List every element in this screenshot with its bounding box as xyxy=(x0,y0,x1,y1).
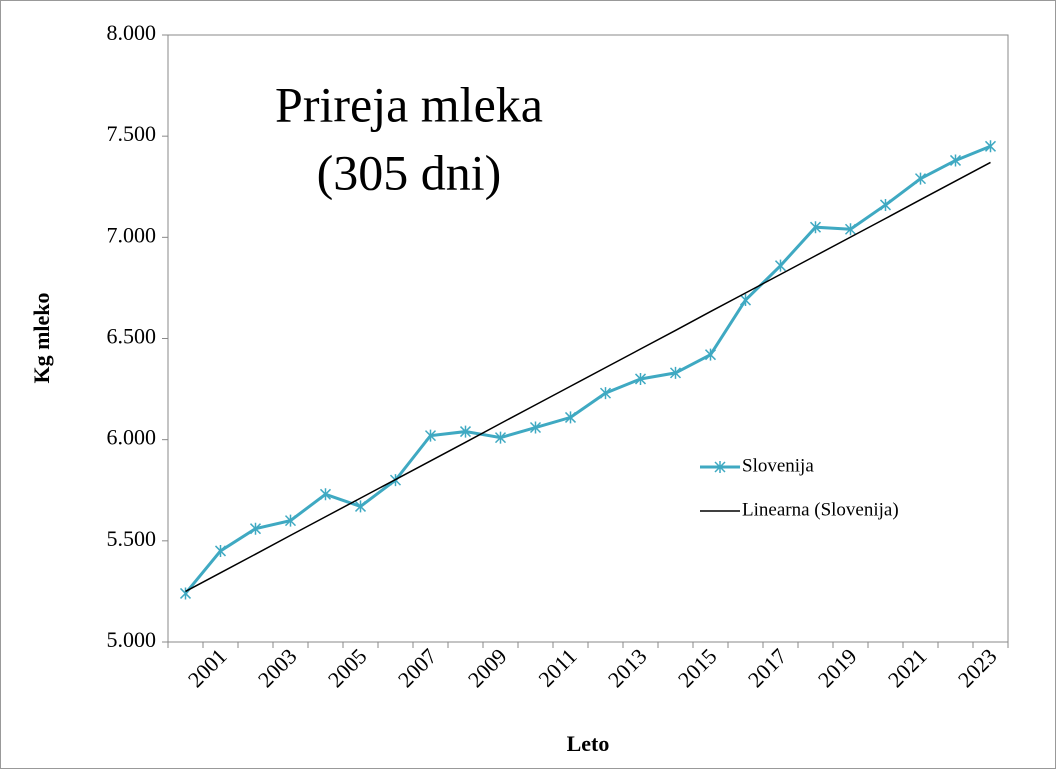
marker-shape xyxy=(634,372,647,385)
marker-shape xyxy=(354,500,367,513)
y-tick-label: 5.500 xyxy=(107,526,157,551)
marker-shape xyxy=(599,387,612,400)
data-point xyxy=(774,259,787,272)
marker-shape xyxy=(949,154,962,167)
marker-shape xyxy=(249,522,262,535)
legend-label: Slovenija xyxy=(742,455,814,476)
data-point xyxy=(949,154,962,167)
data-point xyxy=(704,348,717,361)
data-point xyxy=(459,425,472,438)
data-point xyxy=(809,221,822,234)
marker-shape xyxy=(424,429,437,442)
marker-shape xyxy=(984,140,997,153)
marker-shape xyxy=(459,425,472,438)
y-tick-label: 5.000 xyxy=(107,627,157,652)
data-point xyxy=(669,366,682,379)
data-point xyxy=(844,223,857,236)
legend-label: Linearna (Slovenija) xyxy=(742,499,899,520)
y-tick-label: 7.500 xyxy=(107,121,157,146)
data-point xyxy=(879,198,892,211)
data-point xyxy=(984,140,997,153)
chart-title: (305 dni) xyxy=(317,144,502,200)
series-line xyxy=(185,161,991,593)
data-point xyxy=(494,431,507,444)
data-point xyxy=(564,411,577,424)
data-point xyxy=(319,488,332,501)
data-point xyxy=(354,500,367,513)
data-point xyxy=(914,172,927,185)
marker-shape xyxy=(739,294,752,307)
marker-shape xyxy=(879,198,892,211)
y-tick-label: 7.000 xyxy=(107,222,157,247)
marker-shape xyxy=(214,544,227,557)
data-point xyxy=(214,544,227,557)
marker-shape xyxy=(669,366,682,379)
marker-shape xyxy=(914,172,927,185)
marker-shape xyxy=(809,221,822,234)
marker-shape xyxy=(494,431,507,444)
data-point xyxy=(529,421,542,434)
marker-shape xyxy=(774,259,787,272)
marker-shape xyxy=(319,488,332,501)
chart-title: Prireja mleka xyxy=(275,76,543,132)
legend-marker xyxy=(714,461,726,473)
series-line xyxy=(184,144,992,595)
y-tick-label: 6.000 xyxy=(107,425,157,450)
y-axis-label: Kg mleko xyxy=(29,292,54,383)
marker-shape xyxy=(704,348,717,361)
y-tick-label: 8.000 xyxy=(107,20,157,45)
marker-shape xyxy=(529,421,542,434)
y-tick-label: 6.500 xyxy=(107,324,157,349)
marker-shape xyxy=(844,223,857,236)
data-point xyxy=(249,522,262,535)
data-point xyxy=(739,294,752,307)
data-point xyxy=(424,429,437,442)
data-point xyxy=(599,387,612,400)
marker-shape xyxy=(284,514,297,527)
data-point xyxy=(284,514,297,527)
marker-shape xyxy=(564,411,577,424)
x-axis-label: Leto xyxy=(567,731,610,756)
data-point xyxy=(634,372,647,385)
